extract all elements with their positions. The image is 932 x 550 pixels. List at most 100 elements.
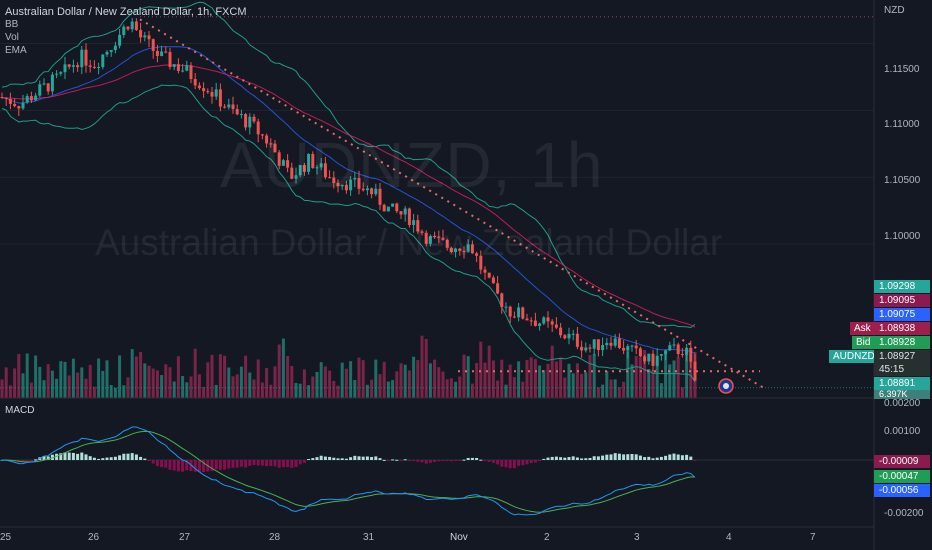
volume-bar: [529, 357, 533, 398]
candle-body: [134, 21, 138, 31]
candle-body: [13, 103, 17, 107]
volume-bar: [67, 375, 71, 398]
bb-upper-tag: 1.09095: [874, 294, 930, 307]
macd-histogram-bar: [353, 455, 357, 460]
candle-body: [76, 65, 80, 68]
volume-bar: [575, 363, 579, 398]
candle-body: [638, 348, 642, 357]
volume-bar: [466, 356, 470, 398]
candle-body: [260, 134, 264, 136]
macd-histogram-bar: [391, 459, 395, 461]
volume-bar: [538, 365, 542, 398]
candle-body: [227, 104, 231, 108]
volume-bar: [571, 373, 575, 398]
candle-body: [25, 96, 29, 103]
volume-bar: [151, 368, 155, 398]
macd-histogram-bar: [668, 454, 672, 460]
macd-histogram-bar: [567, 457, 571, 460]
macd-histogram-bar: [504, 460, 508, 468]
volume-bar: [231, 376, 235, 398]
candle-body: [542, 317, 546, 324]
volume-bar: [601, 384, 605, 398]
volume-bar: [59, 361, 63, 398]
volume-bar: [546, 363, 550, 398]
macd-histogram-bar: [50, 454, 54, 460]
volume-bar: [622, 381, 626, 398]
candle-body: [659, 354, 663, 356]
macd-histogram-bar: [399, 460, 403, 461]
candle-body: [122, 26, 126, 35]
candle-body: [67, 64, 71, 67]
macd-histogram-bar: [269, 460, 273, 466]
candle-body: [668, 345, 672, 351]
macd-histogram-bar: [172, 460, 176, 471]
candle-body: [353, 178, 357, 180]
candle-body: [370, 188, 374, 195]
candle-body: [647, 353, 651, 362]
candle-body: [256, 121, 260, 135]
indicator-vol[interactable]: Vol: [5, 32, 19, 43]
candle-body: [613, 338, 617, 346]
macd-histogram-bar: [252, 460, 256, 465]
volume-bar: [424, 338, 428, 398]
macd-title[interactable]: MACD: [5, 405, 35, 416]
volume-bar: [76, 372, 80, 398]
macd-histogram-bar: [139, 456, 143, 460]
candle-body: [139, 30, 143, 38]
macd-axis-label: -0.00200: [884, 508, 924, 519]
macd-histogram-bar: [55, 453, 59, 460]
candle-body: [151, 39, 155, 51]
candle-body: [584, 347, 588, 351]
candle-body: [252, 116, 256, 122]
candle-body: [575, 333, 579, 347]
macd-histogram-bar: [533, 460, 537, 463]
candle-body: [126, 26, 130, 30]
volume-bar: [638, 357, 642, 398]
macd-histogram-bar: [113, 456, 117, 460]
symbol-title[interactable]: Australian Dollar / New Zealand Dollar, …: [5, 6, 247, 18]
macd-histogram-bar: [46, 456, 50, 460]
volume-bar: [559, 357, 563, 398]
volume-bar: [672, 360, 676, 398]
candle-body: [437, 236, 441, 238]
bb-basis-line: [1, 46, 696, 354]
volume-bar: [50, 370, 54, 398]
macd-histogram-bar: [277, 460, 281, 468]
candle-body: [319, 163, 323, 168]
candle-body: [286, 160, 290, 168]
candle-body: [168, 52, 172, 67]
macd-histogram-bar: [214, 460, 218, 470]
candle-body: [374, 188, 378, 195]
candle-body: [546, 317, 550, 322]
indicator-ema[interactable]: EMA: [5, 45, 27, 56]
volume-bar: [613, 379, 617, 398]
macd-histogram-bar: [248, 460, 252, 466]
macd-histogram-bar: [181, 460, 185, 472]
ema-price-tag: 1.09298: [874, 280, 930, 293]
macd-histogram-bar: [571, 456, 575, 460]
macd-histogram-bar: [42, 456, 46, 460]
candle-body: [470, 244, 474, 254]
volume-bar: [550, 345, 554, 398]
volume-bar: [328, 370, 332, 398]
volume-bar: [512, 377, 516, 398]
volume-bar: [685, 347, 689, 398]
macd-histogram-bar: [521, 460, 525, 466]
indicator-bb[interactable]: BB: [5, 19, 19, 30]
macd-histogram-bar: [500, 460, 504, 467]
volume-bar: [21, 373, 25, 398]
volume-bar: [433, 359, 437, 398]
trendline[interactable]: [139, 18, 766, 390]
candle-body: [109, 50, 113, 52]
volume-bar: [592, 353, 596, 398]
candle-body: [118, 34, 122, 46]
macd-histogram-bar: [134, 454, 138, 460]
volume-bar: [441, 371, 445, 398]
macd-histogram-bar: [382, 459, 386, 461]
candle-body: [512, 316, 516, 318]
macd-histogram-bar: [71, 452, 75, 460]
macd-histogram-bar: [458, 460, 462, 461]
candle-body: [416, 220, 420, 232]
macd-histogram-bar: [613, 453, 617, 460]
